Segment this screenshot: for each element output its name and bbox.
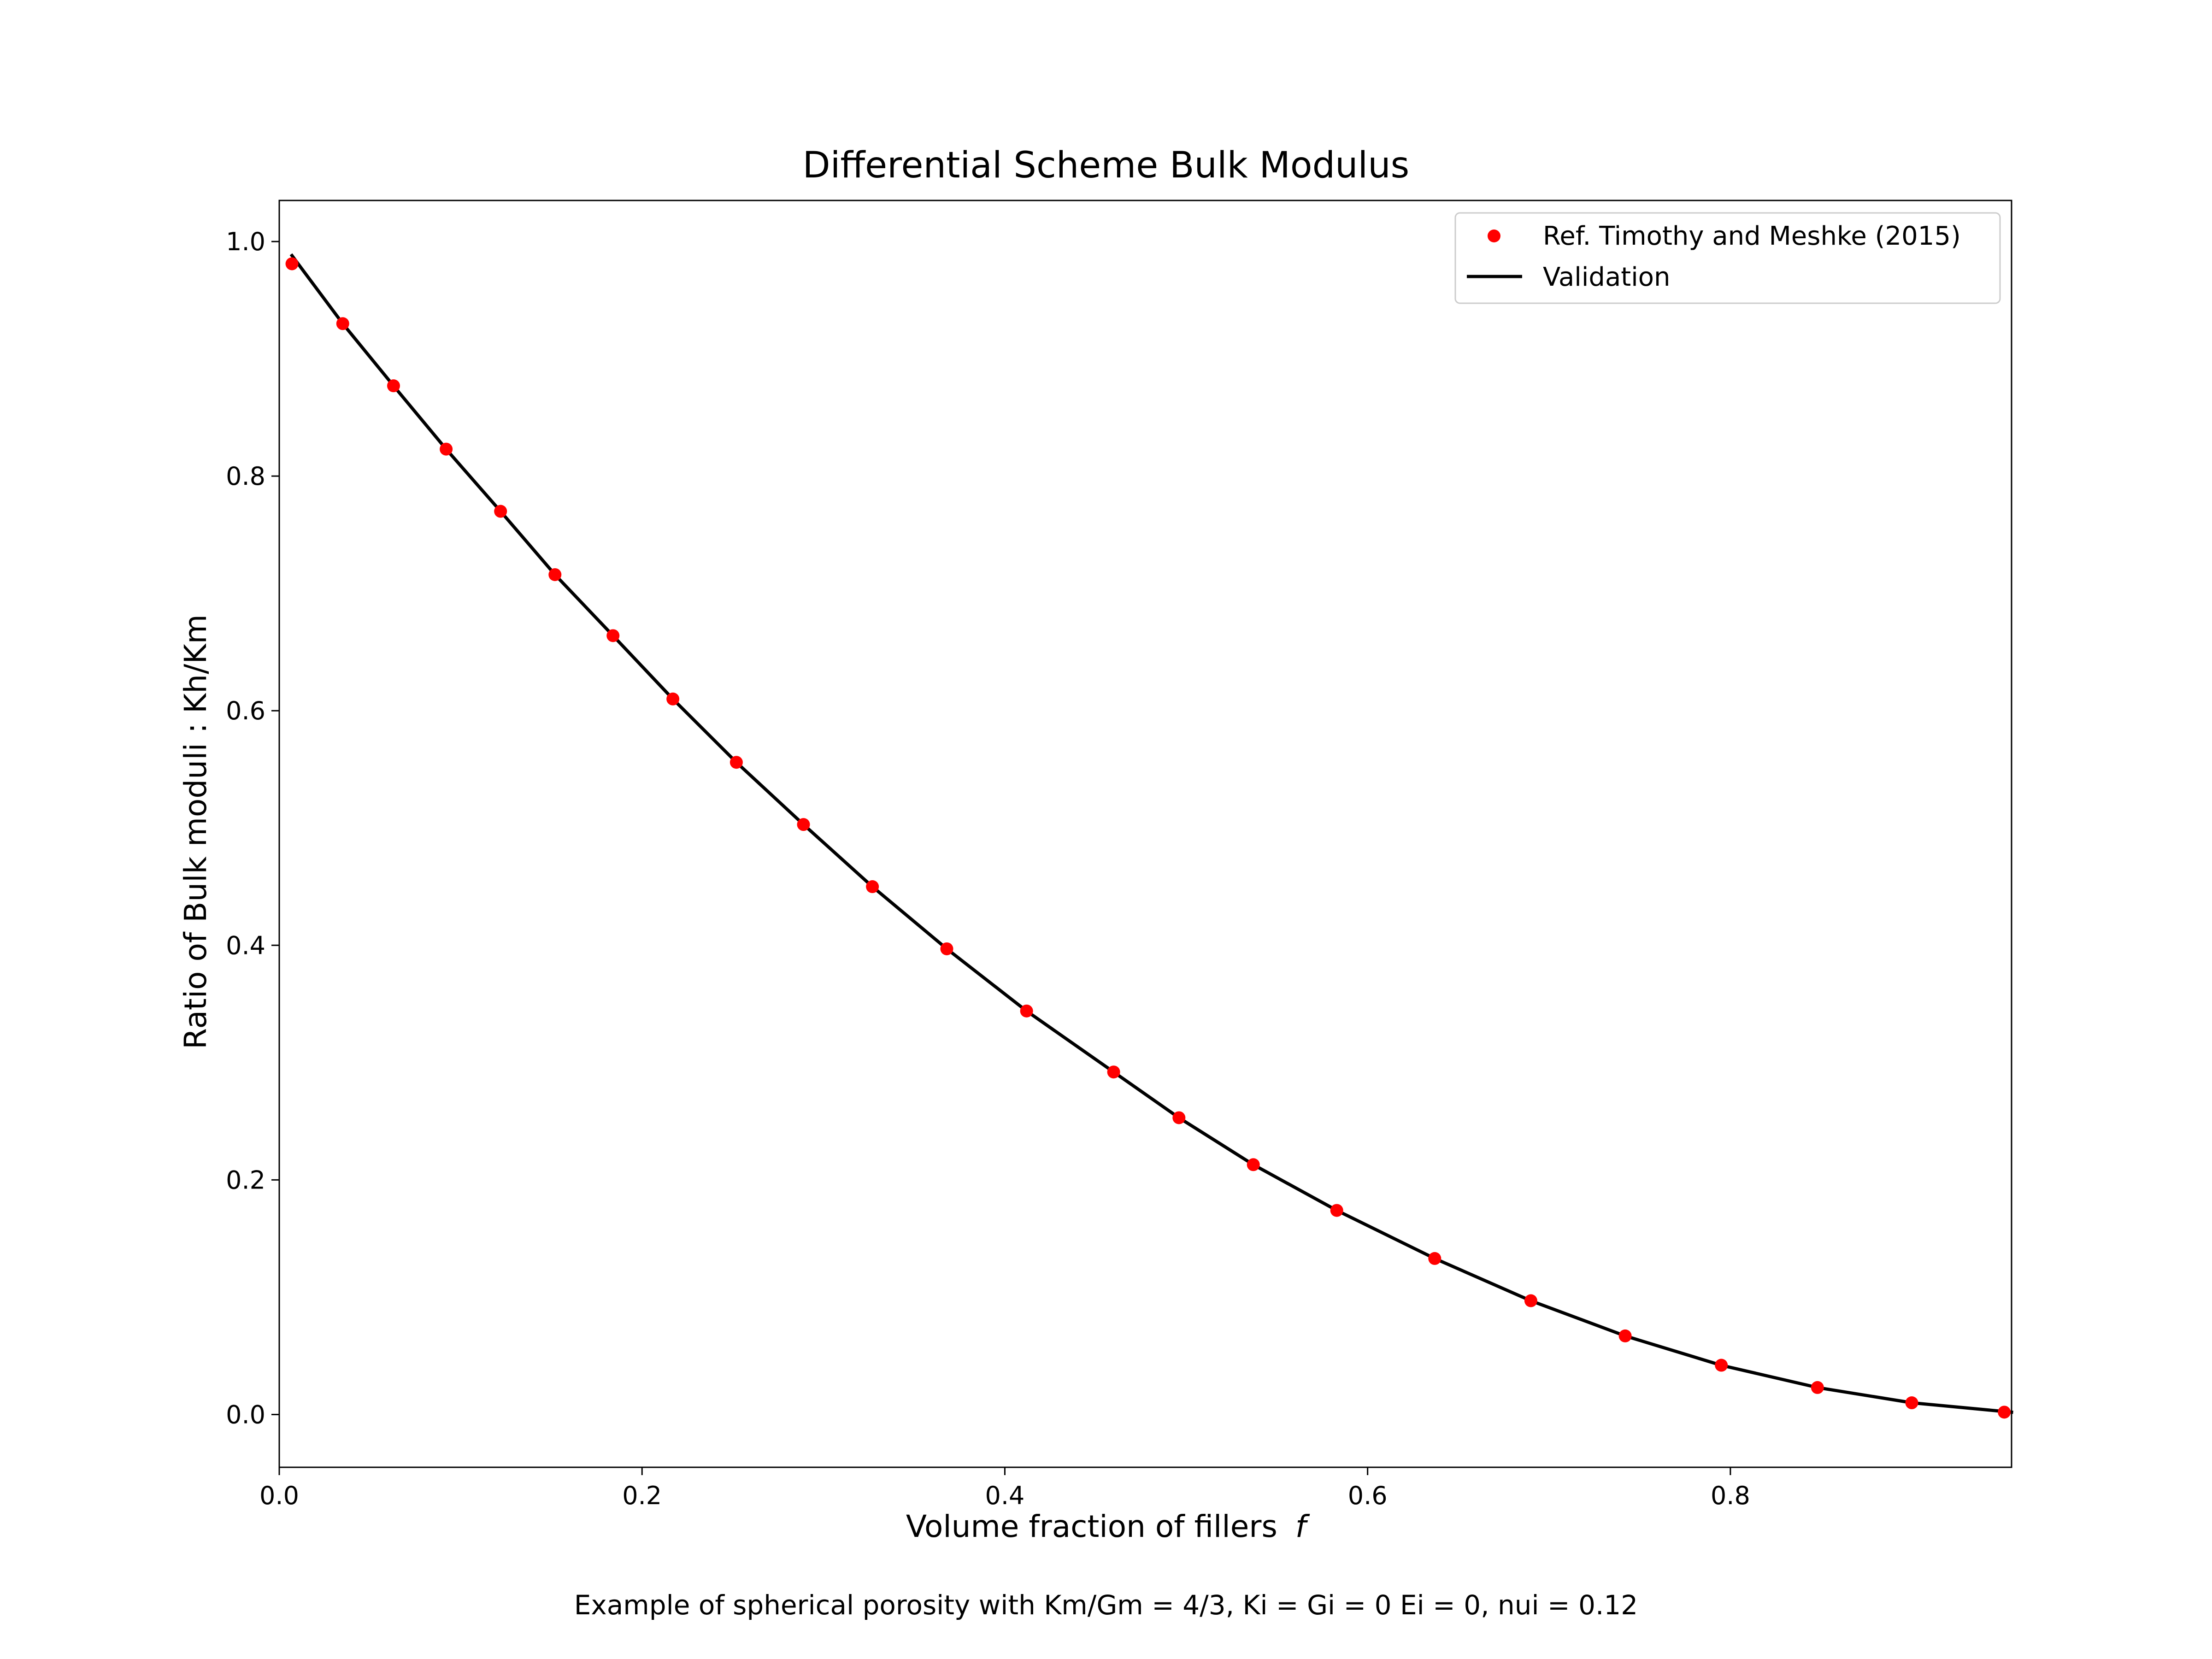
ref-data-point — [866, 880, 879, 894]
y-tick-label: 0.6 — [226, 696, 265, 725]
ref-data-point — [285, 257, 299, 271]
legend-box — [1454, 212, 2001, 304]
plot-area — [285, 253, 2013, 1419]
x-tick-label: 0.0 — [259, 1481, 299, 1510]
ref-data-point — [1905, 1396, 1918, 1410]
x-axis-label-text: Volume fraction of fillers — [906, 1509, 1277, 1544]
y-tick-label: 0.2 — [226, 1165, 265, 1194]
validation-line — [289, 253, 2013, 1414]
ref-data-point — [606, 629, 620, 642]
ref-data-point — [1330, 1204, 1343, 1217]
ref-data-point — [336, 317, 349, 330]
ref-data-point — [1107, 1065, 1120, 1079]
ref-data-point — [940, 942, 953, 955]
y-axis-label: Ratio of Bulk moduli : Kh/Km — [178, 614, 213, 1049]
ref-data-point — [1998, 1406, 2011, 1419]
ref-data-point — [1428, 1252, 1441, 1265]
caption: Example of spherical porosity with Km/Gm… — [574, 1589, 1638, 1621]
y-tick-label: 0.8 — [226, 462, 265, 491]
ref-data-point — [1172, 1111, 1186, 1124]
legend: Ref. Timothy and Meshke (2015) Validatio… — [1454, 212, 2001, 304]
ref-data-point — [548, 568, 562, 581]
y-axis: 0.0 0.2 0.4 0.6 0.8 1.0 — [226, 227, 279, 1429]
legend-label-validation: Validation — [1543, 262, 1671, 292]
ref-data-point — [1020, 1004, 1033, 1018]
ref-data-point — [1811, 1381, 1824, 1394]
chart-title: Differential Scheme Bulk Modulus — [803, 145, 1410, 186]
x-tick-label: 0.8 — [1711, 1481, 1750, 1510]
ref-data-point — [1524, 1294, 1537, 1307]
ref-data-point — [387, 379, 400, 393]
x-axis-label-symbol: f — [1295, 1509, 1310, 1544]
x-axis-label: Volume fraction of fillers f — [906, 1509, 1310, 1544]
ref-data-point — [494, 505, 507, 518]
ref-data-point — [666, 692, 680, 706]
ref-data-point — [729, 756, 743, 769]
ref-data-point — [440, 442, 453, 456]
ref-data-point — [1715, 1359, 1728, 1372]
x-tick-label: 0.4 — [985, 1481, 1025, 1510]
y-tick-label: 0.4 — [226, 931, 265, 960]
legend-marker-ref — [1488, 229, 1500, 242]
x-tick-label: 0.6 — [1348, 1481, 1388, 1510]
legend-label-ref: Ref. Timothy and Meshke (2015) — [1543, 221, 1961, 251]
ref-data-point — [1618, 1329, 1632, 1342]
y-tick-label: 0.0 — [226, 1400, 265, 1429]
plot-frame — [278, 200, 2012, 1468]
y-tick-label: 1.0 — [226, 227, 265, 256]
ref-data-point — [797, 818, 810, 831]
x-axis: 0.0 0.2 0.4 0.6 0.8 — [259, 1467, 1750, 1510]
x-tick-label: 0.2 — [622, 1481, 662, 1510]
ref-data-point — [1247, 1158, 1260, 1171]
